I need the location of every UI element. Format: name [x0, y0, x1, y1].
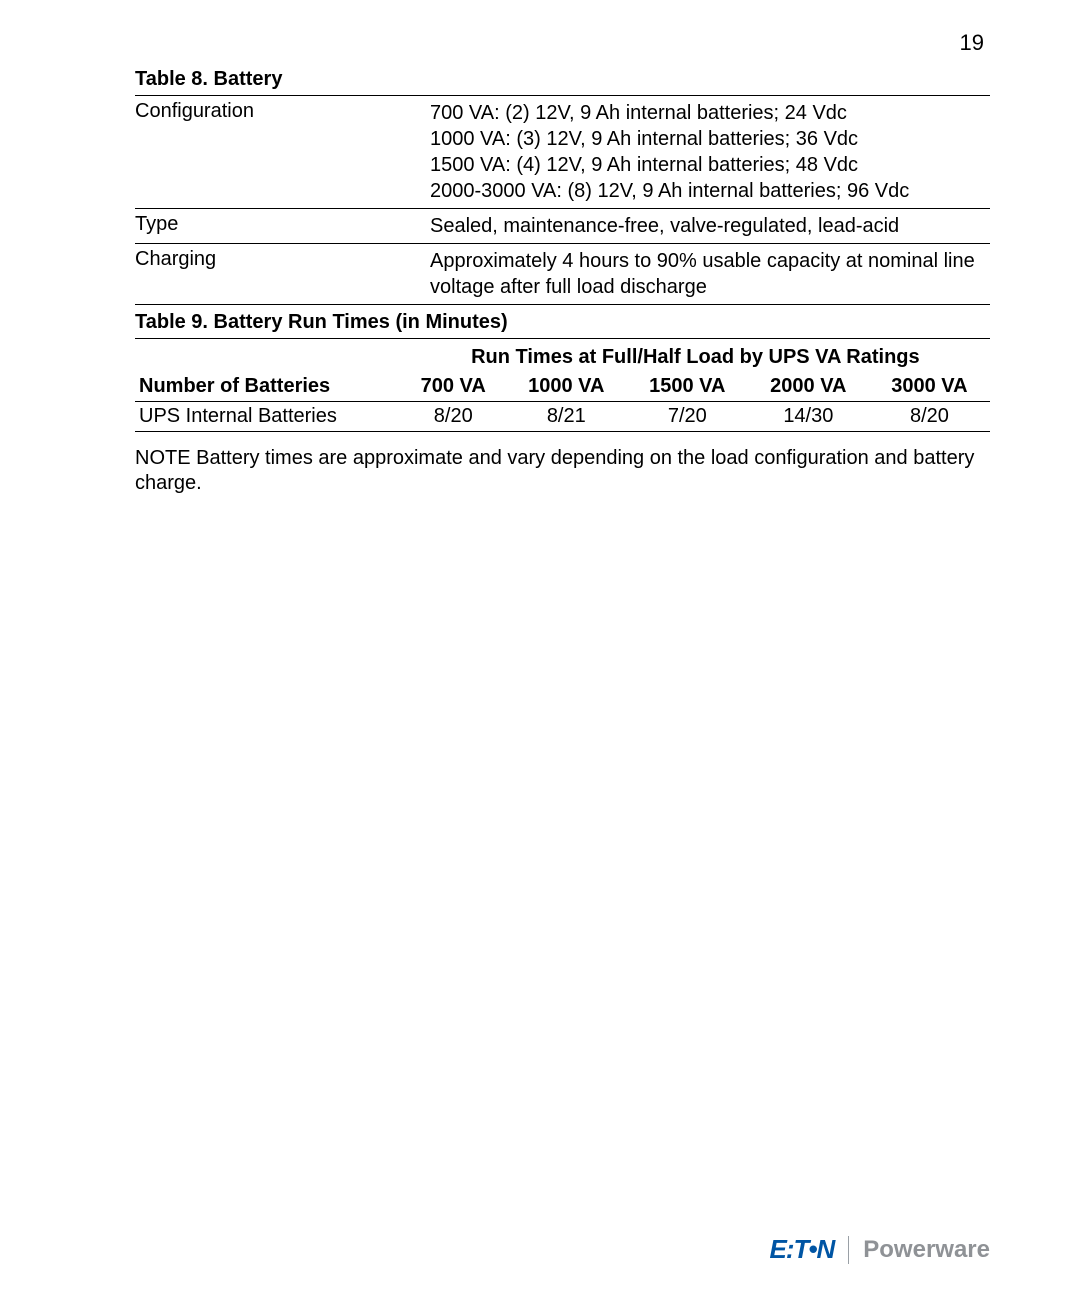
cell: 8/21 — [506, 402, 627, 432]
cell: 8/20 — [869, 402, 990, 432]
col-header: 700 VA — [401, 372, 506, 402]
spec-label: Type — [135, 213, 430, 239]
col-header: 3000 VA — [869, 372, 990, 402]
cell: 7/20 — [627, 402, 748, 432]
page-number: 19 — [135, 30, 990, 56]
cell: 14/30 — [748, 402, 869, 432]
spec-line: 1500 VA: (4) 12V, 9 Ah internal batterie… — [430, 152, 990, 178]
spec-value: Sealed, maintenance-free, valve-regulate… — [430, 213, 990, 239]
spec-line: 2000-3000 VA: (8) 12V, 9 Ah internal bat… — [430, 178, 990, 204]
spec-line: 1000 VA: (3) 12V, 9 Ah internal batterie… — [430, 126, 990, 152]
col-header: 1500 VA — [627, 372, 748, 402]
table-row: UPS Internal Batteries 8/20 8/21 7/20 14… — [135, 402, 990, 432]
spec-label: Configuration — [135, 100, 430, 204]
spec-line: Approximately 4 hours to 90% usable capa… — [430, 248, 990, 300]
cell: 8/20 — [401, 402, 506, 432]
footer-separator — [848, 1236, 849, 1264]
runtimes-table: Run Times at Full/Half Load by UPS VA Ra… — [135, 343, 990, 432]
page-footer: E:T•N Powerware — [770, 1234, 991, 1265]
col-header: 1000 VA — [506, 372, 627, 402]
table-span-header: Run Times at Full/Half Load by UPS VA Ra… — [401, 343, 990, 372]
note-text: NOTE Battery times are approximate and v… — [135, 446, 990, 496]
spec-line: 700 VA: (2) 12V, 9 Ah internal batteries… — [430, 100, 990, 126]
powerware-logo: Powerware — [863, 1236, 990, 1264]
spec-row-charging: Charging Approximately 4 hours to 90% us… — [135, 244, 990, 305]
table9-title: Table 9. Battery Run Times (in Minutes) — [135, 311, 990, 339]
table8-title: Table 8. Battery — [135, 68, 990, 96]
table-header-blank — [135, 343, 401, 372]
row-label: UPS Internal Batteries — [135, 402, 401, 432]
spec-label: Charging — [135, 248, 430, 300]
spec-value: Approximately 4 hours to 90% usable capa… — [430, 248, 990, 300]
eaton-logo: E:T•N — [770, 1234, 835, 1265]
spec-row-configuration: Configuration 700 VA: (2) 12V, 9 Ah inte… — [135, 96, 990, 209]
spec-line: Sealed, maintenance-free, valve-regulate… — [430, 213, 990, 239]
spec-value: 700 VA: (2) 12V, 9 Ah internal batteries… — [430, 100, 990, 204]
spec-row-type: Type Sealed, maintenance-free, valve-reg… — [135, 209, 990, 244]
col-header: Number of Batteries — [135, 372, 401, 402]
col-header: 2000 VA — [748, 372, 869, 402]
